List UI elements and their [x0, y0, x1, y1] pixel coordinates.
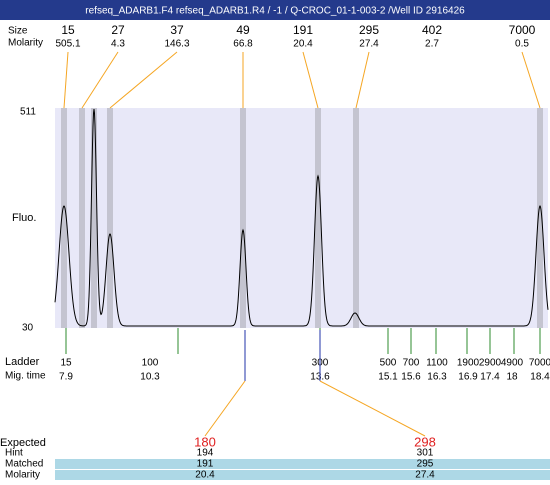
peak-molarity: 0.5 — [515, 39, 529, 50]
peak-leader — [355, 51, 370, 109]
matched-label: Matched — [5, 459, 43, 470]
peak-band — [353, 108, 359, 328]
mig-time: 15.6 — [401, 372, 421, 383]
expected-size: 298 — [414, 434, 436, 449]
peak-size: 27 — [111, 23, 125, 37]
peak-size: 49 — [236, 23, 250, 37]
peak-molarity: 20.4 — [293, 39, 313, 50]
hint-label: Hint — [5, 448, 23, 459]
mig-time: 7.9 — [59, 372, 73, 383]
peak-band — [91, 108, 97, 328]
peak-leader — [521, 51, 541, 109]
plot-area — [55, 108, 548, 328]
peak-size: 15 — [61, 23, 75, 37]
expected-leader — [319, 380, 426, 437]
peak-size: 295 — [359, 23, 379, 37]
expected-leader — [204, 380, 246, 437]
dynamic-layer: 15505.1274.337146.34966.819120.429527.44… — [54, 23, 550, 481]
y-top-label: 511 — [20, 107, 36, 118]
mig-time: 15.1 — [378, 372, 398, 383]
expected-size: 180 — [194, 434, 216, 449]
peak-band — [61, 108, 67, 328]
size-label: Size — [8, 26, 28, 37]
ladder-label: Ladder — [5, 356, 40, 368]
matched-molarity: 20.4 — [195, 470, 215, 480]
matched-molarity: 27.4 — [415, 470, 435, 480]
peak-size: 7000 — [509, 23, 536, 37]
peak-size: 191 — [293, 23, 313, 37]
peak-band — [315, 108, 321, 328]
peak-molarity: 2.7 — [425, 39, 439, 50]
ladder-size: 7000 — [529, 358, 550, 369]
y-bottom-label: 30 — [22, 323, 34, 334]
peak-size: 402 — [422, 23, 442, 37]
peak-molarity: 505.1 — [55, 39, 80, 50]
molarity-label: Molarity — [8, 38, 43, 49]
molarity-row-bg — [55, 470, 550, 480]
matched-row-bg — [55, 459, 550, 469]
mig-time: 18 — [506, 372, 518, 383]
peak-molarity: 27.4 — [359, 39, 379, 50]
mig-time: 16.3 — [427, 372, 447, 383]
hint-size: 194 — [197, 448, 214, 459]
ladder-size: 4900 — [501, 358, 524, 369]
y-axis-label: Fluo. — [12, 212, 36, 224]
ladder-size: 1900 — [457, 358, 480, 369]
mig-time: 18.4 — [530, 372, 550, 383]
ladder-size: 1100 — [426, 358, 448, 369]
ladder-size: 2900 — [479, 358, 502, 369]
peak-band — [79, 108, 85, 328]
matched-size: 295 — [417, 459, 434, 470]
ladder-size: 100 — [142, 358, 159, 369]
ladder-size: 500 — [380, 358, 397, 369]
ladder-size: 700 — [403, 358, 420, 369]
mig-time: 10.3 — [140, 372, 160, 383]
peak-band — [537, 108, 543, 328]
peak-size: 37 — [170, 23, 184, 37]
peak-leader — [302, 51, 319, 109]
molarity-row-label: Molarity — [5, 470, 40, 480]
title-bar — [0, 0, 550, 20]
matched-size: 191 — [197, 459, 214, 470]
mig-time: 17.4 — [480, 372, 500, 383]
mig-time-label: Mig. time — [5, 371, 46, 382]
expected-label: Expected — [0, 437, 46, 449]
peak-molarity: 4.3 — [111, 39, 125, 50]
peak-molarity: 146.3 — [164, 39, 189, 50]
ladder-size: 15 — [60, 358, 72, 369]
peak-leader — [81, 51, 119, 109]
mig-time: 16.9 — [458, 372, 478, 383]
title: refseq_ADARB1.F4 refseq_ADARB1.R4 / -1 /… — [85, 6, 465, 17]
peak-molarity: 66.8 — [233, 39, 253, 50]
peak-leader — [109, 51, 178, 109]
peak-leader — [63, 51, 69, 109]
trace — [54, 108, 549, 327]
peak-band — [107, 108, 113, 328]
peak-band — [240, 108, 246, 328]
hint-size: 301 — [417, 448, 434, 459]
